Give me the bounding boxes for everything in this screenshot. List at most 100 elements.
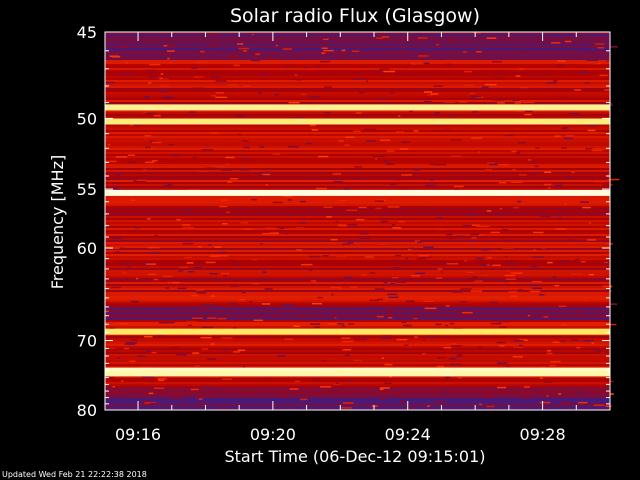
heatmap-speckle: [401, 141, 410, 143]
heatmap-speckle: [317, 296, 323, 299]
heatmap-speckle: [323, 391, 329, 393]
heatmap-speckle: [518, 289, 522, 291]
heatmap-speckle: [144, 135, 152, 137]
heatmap-speckle: [190, 388, 199, 391]
heatmap-row: [105, 74, 610, 76]
heatmap-speckle: [315, 406, 319, 409]
heatmap-speckle: [213, 165, 225, 168]
heatmap-speckle: [567, 323, 571, 325]
heatmap-speckle: [240, 222, 249, 224]
heatmap-speckle: [168, 143, 175, 146]
heatmap-speckle: [264, 288, 273, 290]
heatmap-speckle: [285, 65, 294, 68]
heatmap-speckle: [399, 129, 402, 132]
heatmap-speckle: [564, 203, 567, 205]
heatmap-row: [105, 280, 610, 282]
heatmap-speckle: [241, 291, 246, 294]
heatmap-speckle: [471, 276, 478, 278]
heatmap-speckle: [191, 67, 198, 69]
heatmap-speckle: [151, 90, 161, 92]
heatmap-speckle: [375, 158, 378, 160]
heatmap-speckle: [336, 57, 341, 59]
heatmap-speckle: [181, 211, 192, 214]
heatmap-speckle: [450, 139, 462, 141]
heatmap-speckle: [223, 274, 228, 277]
heatmap-speckle: [316, 37, 328, 39]
heatmap-speckle: [395, 254, 401, 257]
heatmap-speckle: [492, 61, 502, 63]
heatmap-speckle: [584, 82, 590, 84]
heatmap-speckle: [375, 200, 384, 202]
heatmap-speckle: [136, 277, 139, 280]
heatmap-speckle: [275, 44, 278, 47]
heatmap-speckle: [486, 37, 497, 39]
heatmap-speckle: [207, 358, 217, 360]
heatmap-speckle: [361, 274, 368, 276]
heatmap-row: [105, 320, 610, 322]
heatmap-speckle: [262, 173, 271, 176]
heatmap-speckle: [498, 164, 510, 166]
heatmap-row: [105, 250, 610, 252]
heatmap-speckle: [218, 251, 227, 254]
heatmap-row: [105, 144, 610, 146]
heatmap-row: [105, 272, 610, 274]
heatmap-speckle: [168, 281, 180, 284]
heatmap-speckle: [606, 267, 610, 269]
heatmap-speckle: [486, 256, 492, 259]
heatmap-row: [105, 176, 610, 178]
heatmap-speckle: [549, 364, 557, 367]
heatmap-row: [105, 394, 610, 396]
heatmap-speckle: [145, 146, 151, 149]
heatmap-speckle: [457, 376, 463, 379]
heatmap-speckle: [470, 95, 482, 98]
heatmap-row: [105, 148, 610, 150]
heatmap-speckle: [602, 102, 612, 105]
heatmap-row: [105, 230, 610, 232]
heatmap-speckle: [380, 220, 388, 223]
heatmap-speckle: [337, 224, 346, 226]
heatmap-speckle: [192, 87, 204, 90]
heatmap-row: [105, 222, 610, 224]
heatmap-speckle: [381, 357, 385, 359]
heatmap-speckle: [471, 137, 481, 139]
y-tick-label: 60: [77, 239, 97, 258]
heatmap-speckle: [321, 360, 327, 362]
heatmap-speckle: [141, 181, 147, 183]
heatmap-speckle: [252, 258, 258, 261]
heatmap-row: [105, 52, 610, 54]
heatmap-speckle: [341, 49, 346, 52]
heatmap-speckle: [219, 205, 228, 208]
heatmap-speckle: [142, 111, 147, 113]
heatmap-speckle: [378, 97, 388, 100]
heatmap-speckle: [214, 246, 222, 248]
heatmap-speckle: [437, 228, 447, 231]
heatmap-row: [105, 150, 610, 152]
heatmap-row: [105, 200, 610, 202]
heatmap-speckle: [396, 281, 407, 283]
heatmap-speckle: [374, 288, 385, 290]
heatmap-speckle: [466, 214, 476, 216]
heatmap-speckle: [584, 299, 588, 301]
heatmap-row: [105, 160, 610, 162]
heatmap-speckle: [284, 338, 293, 340]
heatmap-row: [105, 358, 610, 360]
heatmap-row: [105, 164, 610, 166]
heatmap-speckle: [376, 37, 384, 39]
heatmap-speckle: [388, 296, 399, 299]
heatmap-speckle: [425, 184, 436, 187]
heatmap-speckle: [361, 78, 366, 80]
heatmap-speckle: [422, 339, 426, 341]
heatmap-speckle: [485, 169, 492, 171]
heatmap-speckle: [551, 42, 561, 44]
heatmap-speckle: [398, 50, 408, 52]
heatmap-speckle: [470, 233, 479, 236]
heatmap-row: [105, 388, 610, 390]
heatmap-speckle: [207, 317, 217, 319]
heatmap-speckle: [309, 255, 320, 258]
heatmap-speckle: [486, 225, 490, 228]
heatmap-row: [105, 140, 610, 142]
heatmap-speckle: [117, 357, 120, 359]
heatmap-speckle: [604, 380, 614, 383]
heatmap-row: [105, 132, 610, 134]
heatmap-speckle: [473, 32, 481, 34]
